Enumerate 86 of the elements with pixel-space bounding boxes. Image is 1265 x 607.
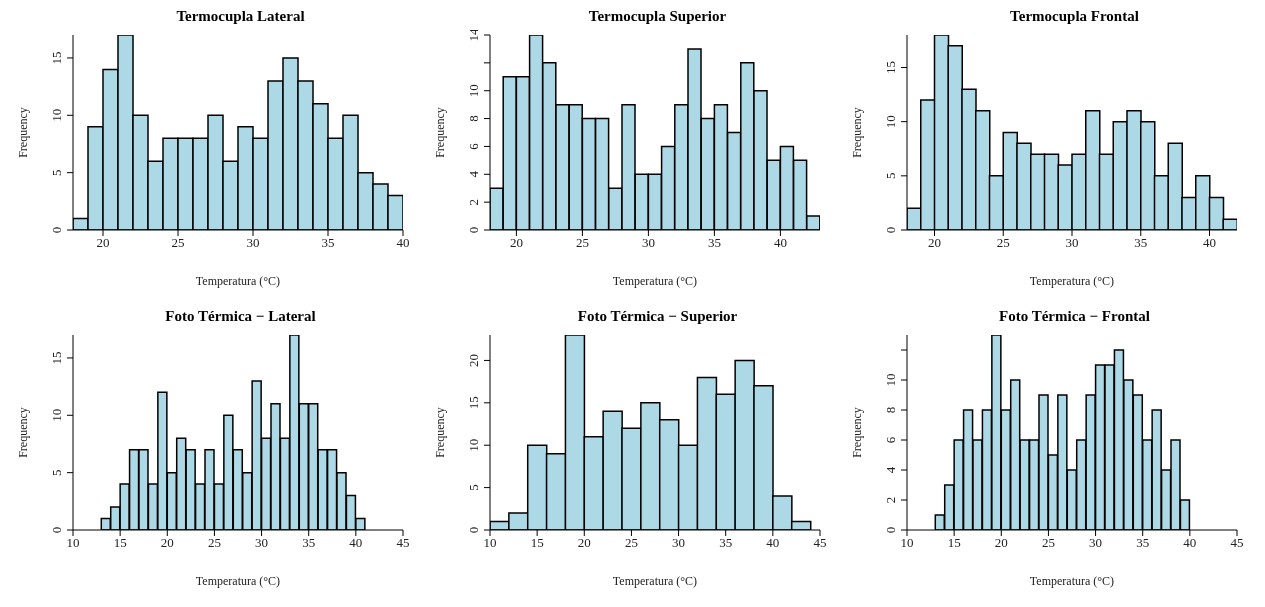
y-tick-label: 4	[466, 170, 481, 178]
x-tick-label: 45	[813, 535, 827, 551]
y-tick-label: 0	[883, 226, 898, 234]
x-tick-label: 10	[66, 535, 80, 551]
x-axis-title: Temperatura (°C)	[1029, 574, 1115, 588]
y-tick-label: 0	[883, 526, 898, 534]
x-tick-label: 15	[530, 535, 544, 551]
y-tick-label: 2	[466, 198, 481, 206]
y-tick-label: 15	[49, 351, 64, 365]
x-axis-title: Temperatura (°C)	[612, 574, 698, 588]
y-axis-title: Frequency	[433, 407, 448, 458]
x-axis-title: Temperatura (°C)	[1029, 274, 1115, 288]
x-tick-label: 40	[773, 235, 787, 251]
x-tick-label: 25	[1041, 535, 1055, 551]
x-tick-label: 15	[947, 535, 961, 551]
x-tick-label: 35	[321, 235, 335, 251]
x-tick-label: 35	[1136, 535, 1150, 551]
x-tick-label: 25	[624, 535, 638, 551]
x-tick-label: 45	[1230, 535, 1244, 551]
x-tick-label: 35	[707, 235, 721, 251]
x-tick-label: 30	[641, 235, 655, 251]
x-axis-title: Temperatura (°C)	[195, 574, 281, 588]
y-tick-label: 8	[883, 406, 898, 414]
x-tick-label: 20	[96, 235, 110, 251]
y-tick-label: 10	[466, 84, 481, 98]
y-tick-label: 8	[466, 115, 481, 122]
x-tick-label: 30	[255, 535, 269, 551]
y-tick-label: 20	[466, 353, 481, 367]
x-tick-label: 40	[1203, 235, 1216, 251]
y-tick-label: 10	[466, 438, 481, 452]
y-tick-label: 10	[49, 108, 64, 122]
y-tick-label: 10	[883, 373, 898, 387]
x-tick-label: 25	[171, 235, 185, 251]
x-tick-label: 20	[994, 535, 1008, 551]
x-tick-label: 35	[719, 535, 733, 551]
x-tick-label: 10	[900, 535, 914, 551]
x-tick-label: 40	[766, 535, 780, 551]
x-tick-label: 20	[577, 535, 591, 551]
chart-title: Foto Térmica − Superior	[576, 308, 739, 326]
x-tick-label: 20	[509, 235, 523, 251]
x-tick-label: 15	[113, 535, 127, 551]
y-tick-label: 5	[466, 484, 481, 491]
x-tick-label: 20	[160, 535, 174, 551]
x-tick-label: 40	[349, 535, 363, 551]
x-axis-title: Temperatura (°C)	[195, 274, 281, 288]
x-tick-label: 45	[396, 535, 410, 551]
y-tick-label: 5	[49, 169, 64, 176]
x-tick-label: 35	[302, 535, 316, 551]
x-tick-label: 25	[575, 235, 589, 251]
y-tick-label: 15	[883, 61, 898, 74]
y-tick-label: 4	[883, 466, 898, 474]
chart-title: Foto Térmica − Lateral	[164, 308, 317, 326]
x-tick-label: 35	[1134, 235, 1148, 251]
x-tick-label: 30	[1065, 235, 1079, 251]
x-tick-label: 25	[207, 535, 221, 551]
x-tick-label: 30	[672, 535, 686, 551]
y-tick-label: 6	[883, 436, 898, 444]
y-axis-title: Frequency	[16, 407, 31, 458]
y-tick-label: 0	[49, 226, 64, 234]
chart-title: Termocupla Frontal	[1009, 8, 1140, 26]
y-tick-label: 15	[49, 51, 64, 65]
y-tick-label: 2	[883, 496, 898, 504]
x-tick-label: 10	[483, 535, 497, 551]
y-axis-title: Frequency	[433, 107, 448, 158]
y-tick-label: 0	[466, 226, 481, 234]
y-tick-label: 0	[49, 526, 64, 534]
chart-title: Termocupla Superior	[587, 8, 728, 26]
x-tick-label: 25	[996, 235, 1010, 251]
chart-title: Foto Térmica − Frontal	[998, 308, 1151, 326]
x-tick-label: 40	[1183, 535, 1197, 551]
y-axis-title: Frequency	[850, 407, 865, 458]
y-tick-label: 10	[49, 408, 64, 422]
y-tick-label: 0	[466, 526, 481, 534]
x-tick-label: 40	[396, 235, 410, 251]
y-tick-label: 5	[883, 172, 898, 180]
y-axis-title: Frequency	[850, 107, 865, 158]
x-tick-label: 30	[1089, 535, 1103, 551]
y-tick-label: 6	[466, 142, 481, 150]
y-tick-label: 10	[883, 115, 898, 129]
y-tick-label: 15	[466, 396, 481, 410]
x-axis-title: Temperatura (°C)	[612, 274, 698, 288]
x-tick-label: 30	[246, 235, 260, 251]
y-axis-title: Frequency	[16, 107, 31, 158]
chart-title: Termocupla Lateral	[175, 8, 306, 26]
x-tick-label: 20	[928, 235, 941, 251]
y-tick-label: 5	[49, 469, 64, 476]
